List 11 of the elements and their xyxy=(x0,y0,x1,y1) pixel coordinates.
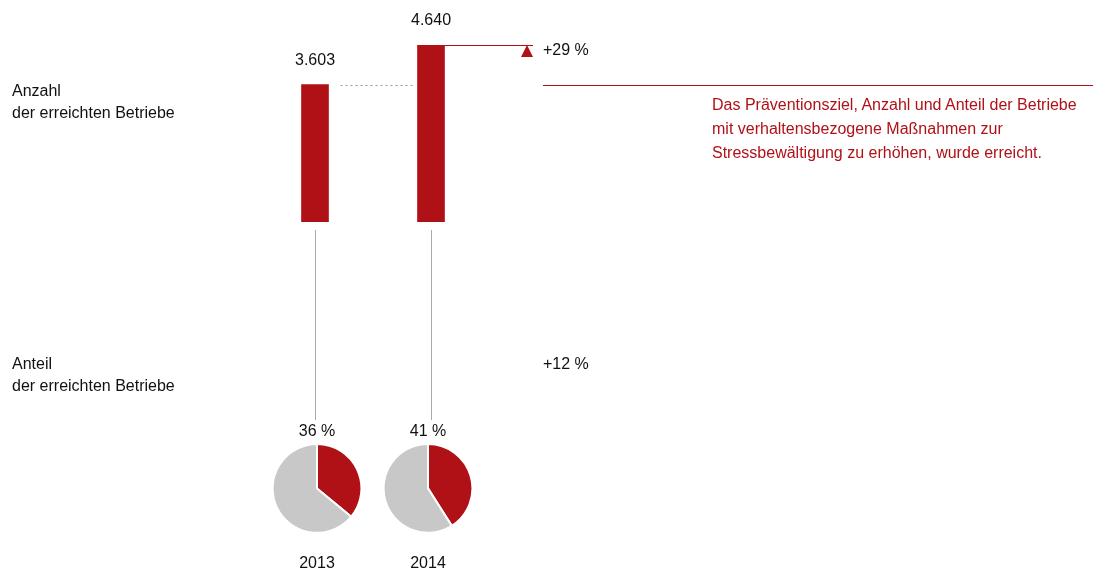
text: 2013 xyxy=(299,553,335,571)
ref-line-label: Das Präventionsziel, Anzahl und Anteil der Betriebe mit verhaltensbezogene Maßnahmen zur Stressbewältigung zu erhöhen, wurde erreicht. xyxy=(712,94,1078,163)
data-label: 36 % xyxy=(298,422,336,439)
text: +29 % xyxy=(543,41,589,58)
data-label: 41 % xyxy=(409,422,447,439)
data-label: 4.640 xyxy=(410,11,452,28)
text: Anteil der erreichten Betriebe xyxy=(12,354,175,396)
y-axis-title: Anzahl der erreichten Betriebe xyxy=(12,81,175,123)
text: +12 % xyxy=(543,354,589,374)
data-label: 3.603 xyxy=(294,50,336,68)
text: 2014 xyxy=(410,553,446,571)
